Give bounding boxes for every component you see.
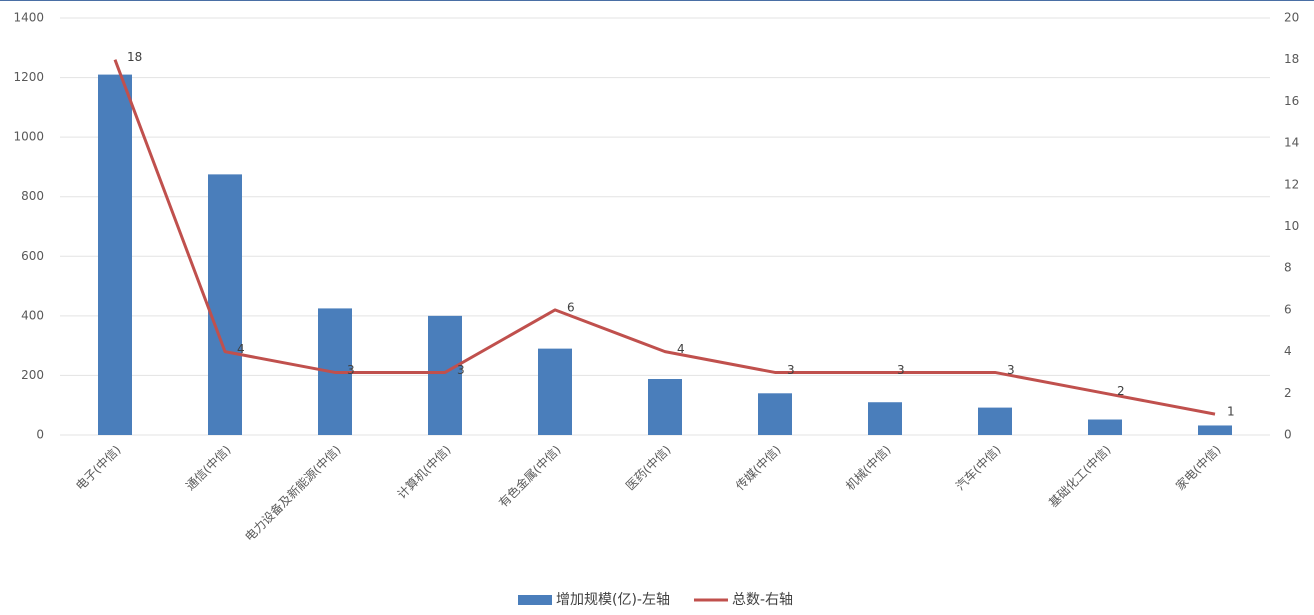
x-tick-label: 医药(中信) xyxy=(622,442,673,493)
data-label: 18 xyxy=(127,50,142,64)
data-label: 4 xyxy=(237,342,245,356)
x-tick-label: 有色金属(中信) xyxy=(495,442,563,510)
y-tick-label: 0 xyxy=(36,428,44,442)
x-tick-label: 通信(中信) xyxy=(182,442,233,493)
y2-tick-label: 0 xyxy=(1284,428,1292,442)
bar xyxy=(538,348,572,435)
bar xyxy=(868,402,902,435)
line xyxy=(113,59,1216,416)
legend-label: 总数-右轴 xyxy=(732,592,793,608)
data-label: 3 xyxy=(347,363,355,377)
data-label: 2 xyxy=(1117,384,1125,398)
data-label: 1 xyxy=(1227,405,1235,419)
y2-tick-label: 10 xyxy=(1284,219,1299,233)
x-tick-label: 基础化工(中信) xyxy=(1045,442,1113,510)
y-tick-label: 1400 xyxy=(13,11,44,25)
y2-tick-label: 6 xyxy=(1284,302,1292,316)
bar xyxy=(428,315,462,435)
y-tick-label: 200 xyxy=(21,368,44,382)
x-tick-label: 传媒(中信) xyxy=(732,442,783,493)
y2-tick-label: 20 xyxy=(1284,11,1299,25)
y2-tick-label: 14 xyxy=(1284,136,1299,150)
x-tick-label: 汽车(中信) xyxy=(952,442,1003,493)
bar xyxy=(1088,419,1122,435)
data-label: 3 xyxy=(787,363,795,377)
bar xyxy=(98,74,132,435)
y2-tick-label: 2 xyxy=(1284,386,1292,400)
data-label: 4 xyxy=(677,342,685,356)
x-tick-label: 电子(中信) xyxy=(72,442,123,493)
bar xyxy=(1198,425,1232,435)
y-tick-label: 600 xyxy=(21,249,44,263)
data-label: 3 xyxy=(1007,363,1015,377)
y2-tick-label: 12 xyxy=(1284,177,1299,191)
bar xyxy=(758,393,792,435)
x-tick-label: 机械(中信) xyxy=(842,442,893,493)
y-tick-label: 1000 xyxy=(13,130,44,144)
x-tick-label: 电力设备及新能源(中信) xyxy=(242,442,344,544)
legend-label: 增加规模(亿)-左轴 xyxy=(556,592,670,608)
legend-swatch xyxy=(518,595,552,605)
y-tick-label: 800 xyxy=(21,189,44,203)
x-tick-label: 计算机(中信) xyxy=(394,442,454,502)
y2-tick-label: 18 xyxy=(1284,52,1299,66)
bar xyxy=(208,174,242,435)
y2-tick-label: 8 xyxy=(1284,261,1292,275)
y-tick-label: 400 xyxy=(21,308,44,322)
x-tick-label: 家电(中信) xyxy=(1172,442,1223,493)
y2-tick-label: 4 xyxy=(1284,344,1292,358)
bar xyxy=(978,407,1012,435)
data-label: 3 xyxy=(457,363,465,377)
data-label: 3 xyxy=(897,363,905,377)
data-label: 6 xyxy=(567,300,575,314)
y-tick-label: 1200 xyxy=(13,70,44,84)
bar xyxy=(648,379,682,435)
y2-tick-label: 16 xyxy=(1284,94,1299,108)
